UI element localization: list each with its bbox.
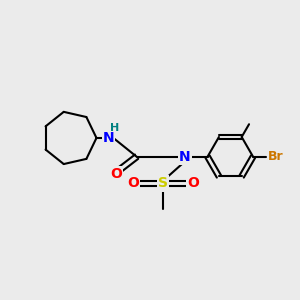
Text: S: S	[158, 176, 168, 190]
Text: N: N	[179, 150, 190, 164]
Text: H: H	[110, 123, 119, 133]
Text: N: N	[103, 131, 114, 145]
Text: O: O	[110, 167, 122, 181]
Text: O: O	[128, 176, 139, 190]
Text: Br: Br	[268, 150, 283, 163]
Text: O: O	[188, 176, 199, 190]
